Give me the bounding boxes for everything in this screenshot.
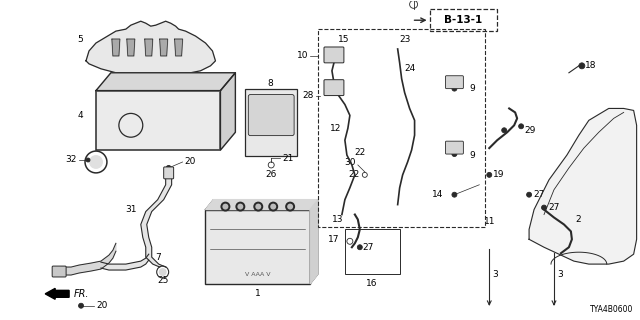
Circle shape bbox=[236, 202, 245, 212]
Text: 10: 10 bbox=[296, 52, 308, 60]
Text: 16: 16 bbox=[366, 279, 378, 288]
Polygon shape bbox=[160, 39, 168, 56]
Text: 8: 8 bbox=[268, 79, 273, 88]
Text: 14: 14 bbox=[432, 190, 444, 199]
Circle shape bbox=[518, 124, 524, 129]
Text: 5: 5 bbox=[77, 35, 83, 44]
Text: 22: 22 bbox=[348, 170, 359, 180]
Text: 9: 9 bbox=[469, 84, 475, 93]
Text: 21: 21 bbox=[282, 154, 294, 163]
Text: 27: 27 bbox=[533, 190, 545, 199]
FancyBboxPatch shape bbox=[248, 95, 294, 136]
FancyBboxPatch shape bbox=[324, 80, 344, 96]
Circle shape bbox=[223, 204, 228, 210]
Polygon shape bbox=[145, 39, 153, 56]
Circle shape bbox=[253, 202, 263, 212]
Text: 2: 2 bbox=[575, 215, 580, 224]
Circle shape bbox=[487, 172, 492, 177]
Text: 20: 20 bbox=[96, 301, 108, 310]
Text: 24: 24 bbox=[404, 64, 416, 73]
FancyBboxPatch shape bbox=[164, 167, 173, 179]
Circle shape bbox=[541, 205, 547, 210]
Circle shape bbox=[268, 202, 278, 212]
Text: 1: 1 bbox=[255, 289, 260, 298]
Text: 27: 27 bbox=[363, 243, 374, 252]
FancyBboxPatch shape bbox=[96, 91, 220, 150]
FancyArrow shape bbox=[45, 288, 69, 299]
Text: 23: 23 bbox=[399, 35, 411, 44]
Text: 22: 22 bbox=[355, 148, 366, 156]
Polygon shape bbox=[112, 39, 120, 56]
Text: 9: 9 bbox=[469, 150, 475, 160]
Text: 15: 15 bbox=[338, 35, 349, 44]
Polygon shape bbox=[310, 200, 318, 284]
Circle shape bbox=[502, 128, 507, 133]
Text: 7: 7 bbox=[156, 253, 161, 262]
Text: 28: 28 bbox=[303, 91, 314, 100]
Text: 13: 13 bbox=[332, 215, 344, 224]
Text: FR.: FR. bbox=[74, 289, 90, 299]
Circle shape bbox=[89, 155, 103, 169]
Text: 31: 31 bbox=[125, 205, 137, 214]
Polygon shape bbox=[220, 73, 236, 150]
Polygon shape bbox=[101, 254, 148, 270]
Circle shape bbox=[79, 303, 84, 308]
Polygon shape bbox=[96, 73, 236, 91]
Circle shape bbox=[285, 202, 295, 212]
Circle shape bbox=[452, 86, 457, 91]
FancyBboxPatch shape bbox=[324, 47, 344, 63]
Text: 18: 18 bbox=[585, 61, 596, 70]
Text: 11: 11 bbox=[483, 217, 495, 226]
Text: 32: 32 bbox=[66, 156, 77, 164]
Text: 19: 19 bbox=[493, 170, 505, 180]
FancyBboxPatch shape bbox=[445, 141, 463, 154]
FancyBboxPatch shape bbox=[245, 89, 297, 156]
Text: V AAA V: V AAA V bbox=[245, 272, 271, 277]
Text: 29: 29 bbox=[524, 126, 536, 135]
Circle shape bbox=[452, 152, 457, 156]
Polygon shape bbox=[529, 108, 637, 264]
Circle shape bbox=[86, 158, 90, 162]
Polygon shape bbox=[127, 39, 135, 56]
FancyBboxPatch shape bbox=[445, 76, 463, 89]
Polygon shape bbox=[61, 243, 116, 275]
Circle shape bbox=[159, 268, 166, 276]
Text: 3: 3 bbox=[557, 269, 563, 278]
FancyBboxPatch shape bbox=[205, 210, 310, 284]
Circle shape bbox=[237, 204, 243, 210]
Polygon shape bbox=[141, 170, 172, 267]
Polygon shape bbox=[175, 39, 182, 56]
Text: 17: 17 bbox=[328, 235, 340, 244]
Circle shape bbox=[287, 204, 293, 210]
Circle shape bbox=[270, 204, 276, 210]
Circle shape bbox=[527, 192, 532, 197]
Text: 12: 12 bbox=[330, 124, 341, 133]
Circle shape bbox=[255, 204, 261, 210]
Text: 3: 3 bbox=[492, 269, 498, 278]
Text: B-13-1: B-13-1 bbox=[444, 15, 483, 25]
Text: 20: 20 bbox=[184, 157, 196, 166]
Circle shape bbox=[452, 192, 457, 197]
Circle shape bbox=[220, 202, 230, 212]
Text: 25: 25 bbox=[157, 276, 168, 285]
Circle shape bbox=[357, 245, 362, 250]
Circle shape bbox=[579, 63, 585, 69]
Polygon shape bbox=[205, 200, 318, 210]
Text: 30: 30 bbox=[344, 158, 356, 167]
FancyBboxPatch shape bbox=[52, 266, 66, 277]
Polygon shape bbox=[86, 21, 216, 74]
Text: 27: 27 bbox=[548, 203, 559, 212]
Circle shape bbox=[166, 165, 171, 171]
Text: 26: 26 bbox=[266, 170, 277, 180]
Text: TYA4B0600: TYA4B0600 bbox=[590, 305, 634, 314]
Text: 4: 4 bbox=[77, 111, 83, 120]
